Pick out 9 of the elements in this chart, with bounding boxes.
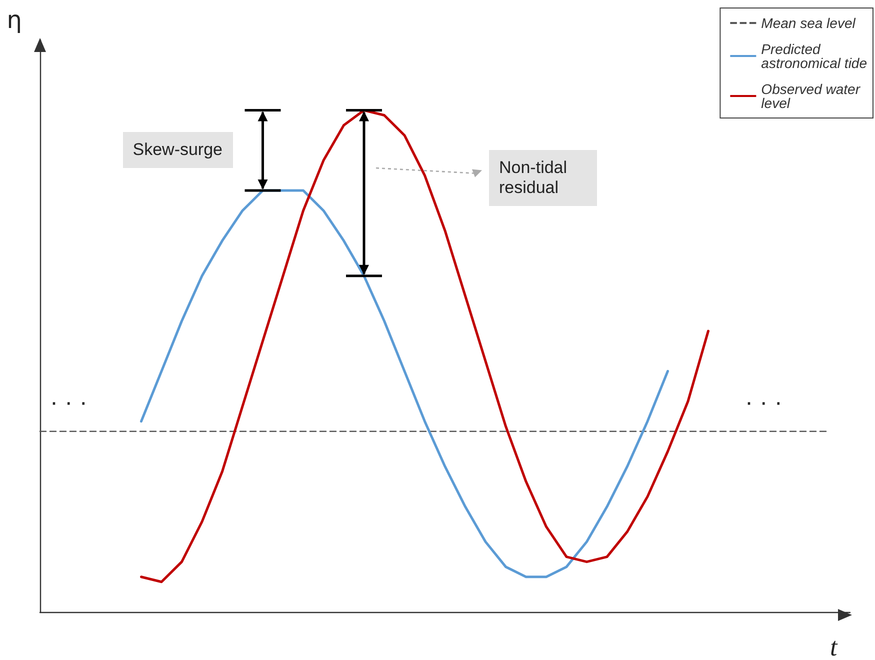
x-axis-title: t (830, 632, 838, 660)
annotation: Non-tidal residual (489, 150, 597, 206)
annotation: · · · (745, 389, 782, 418)
legend-label: Observed water level (761, 81, 864, 111)
y-axis-title: η (6, 6, 22, 34)
annotation: Skew-surge (122, 132, 233, 168)
legend-label: Mean sea level (761, 15, 856, 31)
legend-label: Predicted astronomical tide (761, 41, 868, 71)
annotation: · · · (50, 389, 88, 418)
